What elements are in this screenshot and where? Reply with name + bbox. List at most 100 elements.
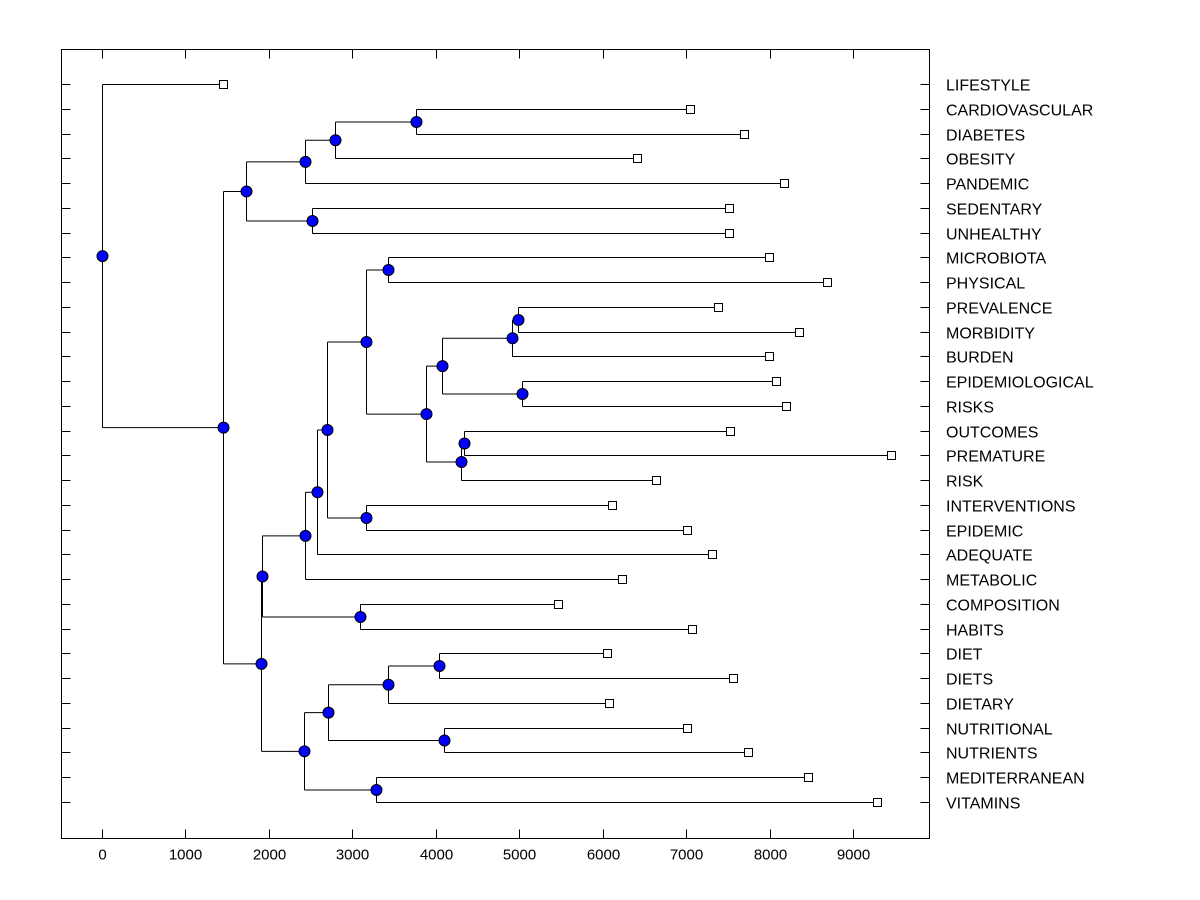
leaf-marker (603, 649, 612, 658)
leaf-label: DIABETES (946, 128, 1025, 145)
leaf-label: MORBIDITY (946, 326, 1035, 343)
leaf-marker (729, 674, 738, 683)
x-tick-label: 7000 (670, 847, 703, 864)
cluster-node (217, 421, 230, 434)
leaf-marker (780, 179, 789, 188)
cluster-node (354, 611, 367, 623)
x-tick-label: 2000 (253, 847, 286, 864)
leaf-marker (688, 625, 697, 634)
dendrogram-leaves (219, 80, 896, 807)
cluster-node (433, 660, 446, 672)
leaf-marker (554, 600, 563, 609)
leaf-label: NUTRITIONAL (946, 722, 1053, 739)
cluster-node (512, 314, 525, 326)
cluster-node (329, 134, 342, 147)
cluster-node (382, 264, 395, 276)
x-tick-label: 9000 (837, 847, 870, 864)
y-axis-ticks (61, 84, 930, 803)
cluster-node (240, 185, 253, 198)
leaf-marker (725, 229, 734, 238)
leaf-label: EPIDEMIC (946, 524, 1023, 541)
leaf-label: RISK (946, 474, 984, 491)
leaf-label: CARDIOVASCULAR (946, 103, 1093, 120)
leaf-marker (873, 798, 882, 807)
leaf-label: DIETARY (946, 697, 1014, 714)
leaf-marker (683, 526, 692, 535)
x-tick-label: 1000 (169, 847, 202, 864)
leaf-label: LIFESTYLE (946, 78, 1030, 95)
leaf-label: UNHEALTHY (946, 227, 1042, 244)
leaf-label: HABITS (946, 623, 1004, 640)
cluster-node (299, 529, 312, 542)
cluster-node (96, 250, 109, 263)
leaf-label: RISKS (946, 400, 994, 417)
x-tick-label: 8000 (754, 847, 787, 864)
cluster-node (438, 734, 451, 747)
leaf-marker (683, 724, 692, 733)
leaf-marker (219, 80, 228, 89)
dendrogram-nodes (96, 116, 529, 796)
cluster-node (360, 336, 373, 349)
cluster-node (255, 657, 268, 670)
cluster-node (410, 116, 423, 128)
leaf-marker (714, 303, 723, 312)
cluster-node (299, 155, 312, 168)
cluster-node (311, 486, 324, 499)
leaf-label: DIET (946, 647, 983, 664)
leaf-label: ADEQUATE (946, 548, 1033, 565)
leaf-label: OBESITY (946, 152, 1016, 169)
leaf-marker (795, 328, 804, 337)
leaf-label: SEDENTARY (946, 202, 1043, 219)
x-tick-label: 4000 (420, 847, 453, 864)
leaf-marker (686, 105, 695, 114)
cluster-node (370, 784, 383, 796)
cluster-node (298, 745, 311, 758)
cluster-node (256, 570, 269, 583)
leaf-label: OUTCOMES (946, 425, 1038, 442)
cluster-node (382, 678, 395, 691)
leaf-marker (744, 748, 753, 757)
leaf-marker (740, 130, 749, 139)
leaf-label: PHYSICAL (946, 276, 1025, 293)
leaf-marker (887, 451, 896, 460)
leaf-label: NUTRIENTS (946, 746, 1038, 763)
leaf-marker (605, 699, 614, 708)
x-tick-label: 0 (98, 847, 106, 864)
cluster-node (420, 408, 433, 421)
leaf-labels: LIFESTYLE CARDIOVASCULAR DIABETES OBESITY PA… (946, 78, 1094, 813)
leaf-marker (708, 550, 717, 559)
x-tick-label: 6000 (587, 847, 620, 864)
leaf-label: MICROBIOTA (946, 251, 1046, 268)
leaf-label: INTERVENTIONS (946, 499, 1076, 516)
plot-frame (61, 49, 930, 839)
cluster-node (506, 332, 519, 345)
leaf-label: PREVALENCE (946, 301, 1052, 318)
leaf-marker (765, 352, 774, 361)
leaf-label: MEDITERRANEAN (946, 771, 1085, 788)
leaf-marker (782, 402, 791, 411)
leaf-marker (726, 427, 735, 436)
cluster-node (360, 512, 373, 524)
cluster-node (322, 706, 335, 719)
cluster-node (455, 456, 468, 468)
leaf-label: VITAMINS (946, 796, 1020, 813)
leaf-marker (804, 773, 813, 782)
cluster-node (306, 215, 319, 227)
leaf-marker (772, 377, 781, 386)
x-tick-label: 5000 (503, 847, 536, 864)
leaf-label: EPIDEMIOLOGICAL (946, 375, 1094, 392)
leaf-marker (765, 253, 774, 262)
leaf-marker (608, 501, 617, 510)
cluster-node (436, 360, 449, 373)
cluster-node (321, 424, 334, 437)
leaf-marker (823, 278, 832, 287)
leaf-label: COMPOSITION (946, 598, 1060, 615)
leaf-label: PANDEMIC (946, 177, 1029, 194)
leaf-marker (618, 575, 627, 584)
leaf-label: BURDEN (946, 350, 1014, 367)
leaf-label: PREMATURE (946, 449, 1045, 466)
x-axis: 0 1000 2000 3000 4000 5000 6000 7000 8000 9000 (98, 49, 870, 864)
leaf-label: METABOLIC (946, 573, 1037, 590)
dendrogram-links (102, 84, 892, 803)
